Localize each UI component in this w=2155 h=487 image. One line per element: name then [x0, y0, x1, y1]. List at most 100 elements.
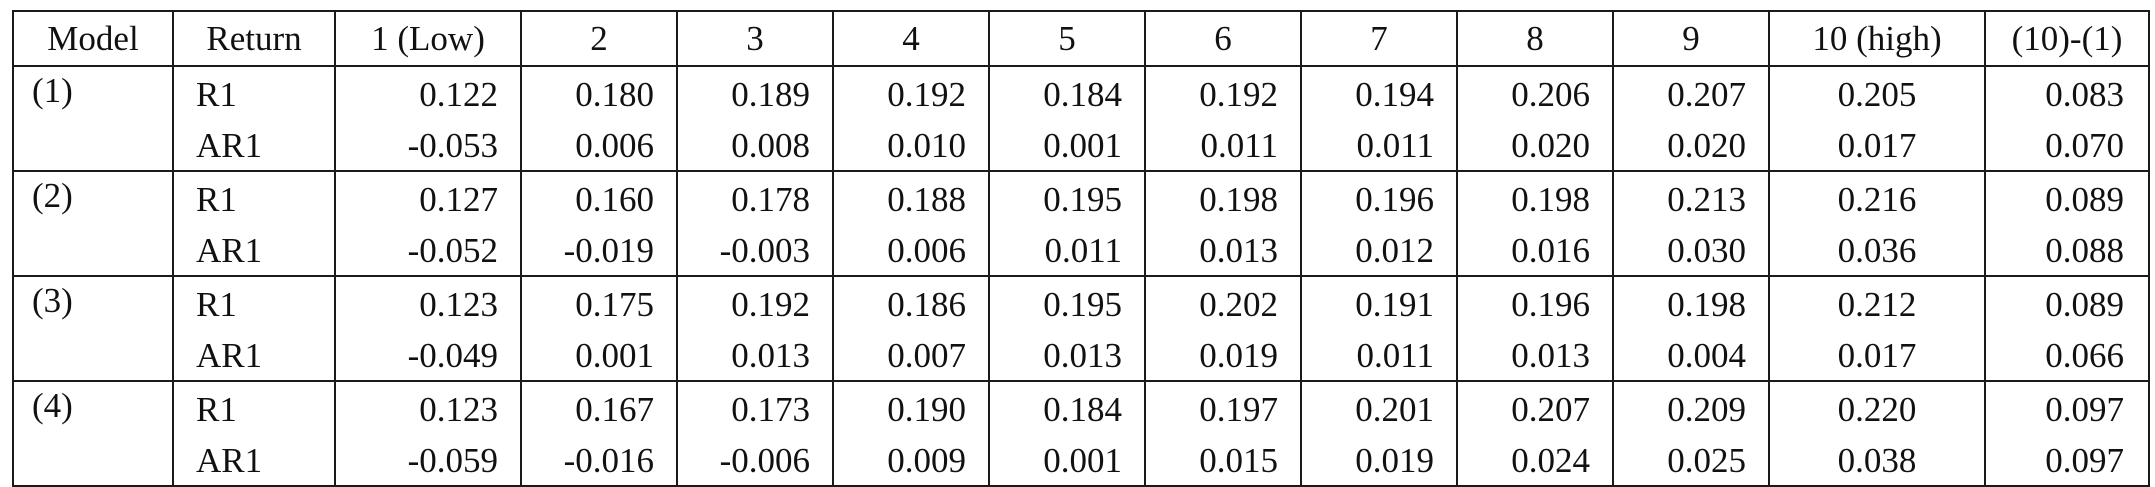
decile-value-cell: 0.188: [832, 171, 990, 226]
decile-value-cell: 0.207: [1612, 66, 1770, 121]
header-decile-6: 6: [1144, 10, 1302, 67]
model-label-cell: [12, 121, 174, 172]
decile-value-cell: 0.192: [1144, 66, 1302, 121]
decile-value-cell: 0.013: [676, 331, 834, 382]
decile-value-cell: 0.190: [832, 381, 990, 436]
decile-value-cell: 0.198: [1612, 276, 1770, 331]
return-type-cell: AR1: [172, 331, 336, 382]
decile-value-cell: 0.004: [1612, 331, 1770, 382]
decile-value-cell: 0.205: [1768, 66, 1986, 121]
decile-value-cell: 0.001: [520, 331, 678, 382]
decile-value-cell: 0.160: [520, 171, 678, 226]
header-decile-8: 8: [1456, 10, 1614, 67]
spread-value-cell: 0.088: [1984, 226, 2150, 277]
decile-value-cell: 0.013: [1456, 331, 1614, 382]
decile-value-cell: -0.053: [334, 121, 522, 172]
decile-value-cell: 0.038: [1768, 436, 1986, 487]
decile-value-cell: 0.010: [832, 121, 990, 172]
decile-value-cell: 0.024: [1456, 436, 1614, 487]
header-model: Model: [12, 10, 174, 67]
decile-value-cell: 0.122: [334, 66, 522, 121]
decile-value-cell: 0.184: [988, 66, 1146, 121]
table-body: (1) R1 0.122 0.180 0.189 0.192 0.184 0.192 0.194…: [12, 66, 2150, 487]
decile-value-cell: 0.008: [676, 121, 834, 172]
decile-returns-table: Model Return 1 (Low) 2 3 4 5 6 7 8 9 10 …: [12, 10, 2150, 487]
header-decile-2: 2: [520, 10, 678, 67]
decile-value-cell: 0.011: [1144, 121, 1302, 172]
spread-value-cell: 0.083: [1984, 66, 2150, 121]
decile-value-cell: 0.196: [1300, 171, 1458, 226]
table-row: AR1 -0.053 0.006 0.008 0.010 0.001 0.011 0.011 0…: [12, 121, 2150, 172]
decile-value-cell: 0.180: [520, 66, 678, 121]
decile-value-cell: 0.020: [1612, 121, 1770, 172]
return-type-cell: R1: [172, 66, 336, 121]
decile-value-cell: 0.189: [676, 66, 834, 121]
decile-value-cell: 0.184: [988, 381, 1146, 436]
spread-value-cell: 0.070: [1984, 121, 2150, 172]
model-label-cell: (2): [12, 171, 174, 226]
header-row: Model Return 1 (Low) 2 3 4 5 6 7 8 9 10 …: [12, 10, 2150, 67]
decile-value-cell: 0.017: [1768, 331, 1986, 382]
model-label-cell: [12, 226, 174, 277]
decile-value-cell: 0.001: [988, 436, 1146, 487]
model-label-cell: [12, 331, 174, 382]
model-label-cell: (3): [12, 276, 174, 331]
decile-value-cell: 0.186: [832, 276, 990, 331]
decile-value-cell: 0.020: [1456, 121, 1614, 172]
decile-value-cell: -0.052: [334, 226, 522, 277]
decile-value-cell: 0.201: [1300, 381, 1458, 436]
decile-value-cell: 0.025: [1612, 436, 1770, 487]
spread-value-cell: 0.089: [1984, 171, 2150, 226]
decile-value-cell: 0.006: [832, 226, 990, 277]
header-decile-3: 3: [676, 10, 834, 67]
decile-value-cell: -0.016: [520, 436, 678, 487]
decile-value-cell: 0.197: [1144, 381, 1302, 436]
decile-value-cell: 0.009: [832, 436, 990, 487]
decile-value-cell: 0.198: [1456, 171, 1614, 226]
table-row: AR1 -0.049 0.001 0.013 0.007 0.013 0.019 0.011 0…: [12, 331, 2150, 382]
decile-value-cell: 0.167: [520, 381, 678, 436]
table-row: (3) R1 0.123 0.175 0.192 0.186 0.195 0.202 0.191…: [12, 276, 2150, 331]
decile-value-cell: 0.220: [1768, 381, 1986, 436]
header-decile-7: 7: [1300, 10, 1458, 67]
decile-value-cell: 0.196: [1456, 276, 1614, 331]
decile-value-cell: 0.175: [520, 276, 678, 331]
decile-value-cell: 0.011: [988, 226, 1146, 277]
decile-value-cell: 0.013: [988, 331, 1146, 382]
results-table-container: Model Return 1 (Low) 2 3 4 5 6 7 8 9 10 …: [12, 10, 2150, 487]
decile-value-cell: 0.207: [1456, 381, 1614, 436]
decile-value-cell: 0.007: [832, 331, 990, 382]
decile-value-cell: 0.191: [1300, 276, 1458, 331]
decile-value-cell: 0.192: [676, 276, 834, 331]
decile-value-cell: 0.178: [676, 171, 834, 226]
header-decile-10: 10 (high): [1768, 10, 1986, 67]
decile-value-cell: -0.059: [334, 436, 522, 487]
decile-value-cell: 0.216: [1768, 171, 1986, 226]
decile-value-cell: -0.003: [676, 226, 834, 277]
decile-value-cell: 0.127: [334, 171, 522, 226]
decile-value-cell: 0.123: [334, 381, 522, 436]
header-decile-9: 9: [1612, 10, 1770, 67]
decile-value-cell: -0.019: [520, 226, 678, 277]
table-row: (1) R1 0.122 0.180 0.189 0.192 0.184 0.192 0.194…: [12, 66, 2150, 121]
header-spread: (10)-(1): [1984, 10, 2150, 67]
decile-value-cell: 0.013: [1144, 226, 1302, 277]
spread-value-cell: 0.066: [1984, 331, 2150, 382]
decile-value-cell: 0.016: [1456, 226, 1614, 277]
decile-value-cell: 0.209: [1612, 381, 1770, 436]
decile-value-cell: 0.195: [988, 171, 1146, 226]
decile-value-cell: 0.195: [988, 276, 1146, 331]
table-row: AR1 -0.059 -0.016 -0.006 0.009 0.001 0.015 0.01…: [12, 436, 2150, 487]
decile-value-cell: 0.198: [1144, 171, 1302, 226]
decile-value-cell: 0.019: [1300, 436, 1458, 487]
header-decile-1: 1 (Low): [334, 10, 522, 67]
model-label-cell: (4): [12, 381, 174, 436]
model-label-cell: [12, 436, 174, 487]
decile-value-cell: 0.212: [1768, 276, 1986, 331]
decile-value-cell: 0.202: [1144, 276, 1302, 331]
decile-value-cell: 0.030: [1612, 226, 1770, 277]
decile-value-cell: 0.012: [1300, 226, 1458, 277]
decile-value-cell: 0.206: [1456, 66, 1614, 121]
decile-value-cell: 0.015: [1144, 436, 1302, 487]
decile-value-cell: 0.011: [1300, 121, 1458, 172]
